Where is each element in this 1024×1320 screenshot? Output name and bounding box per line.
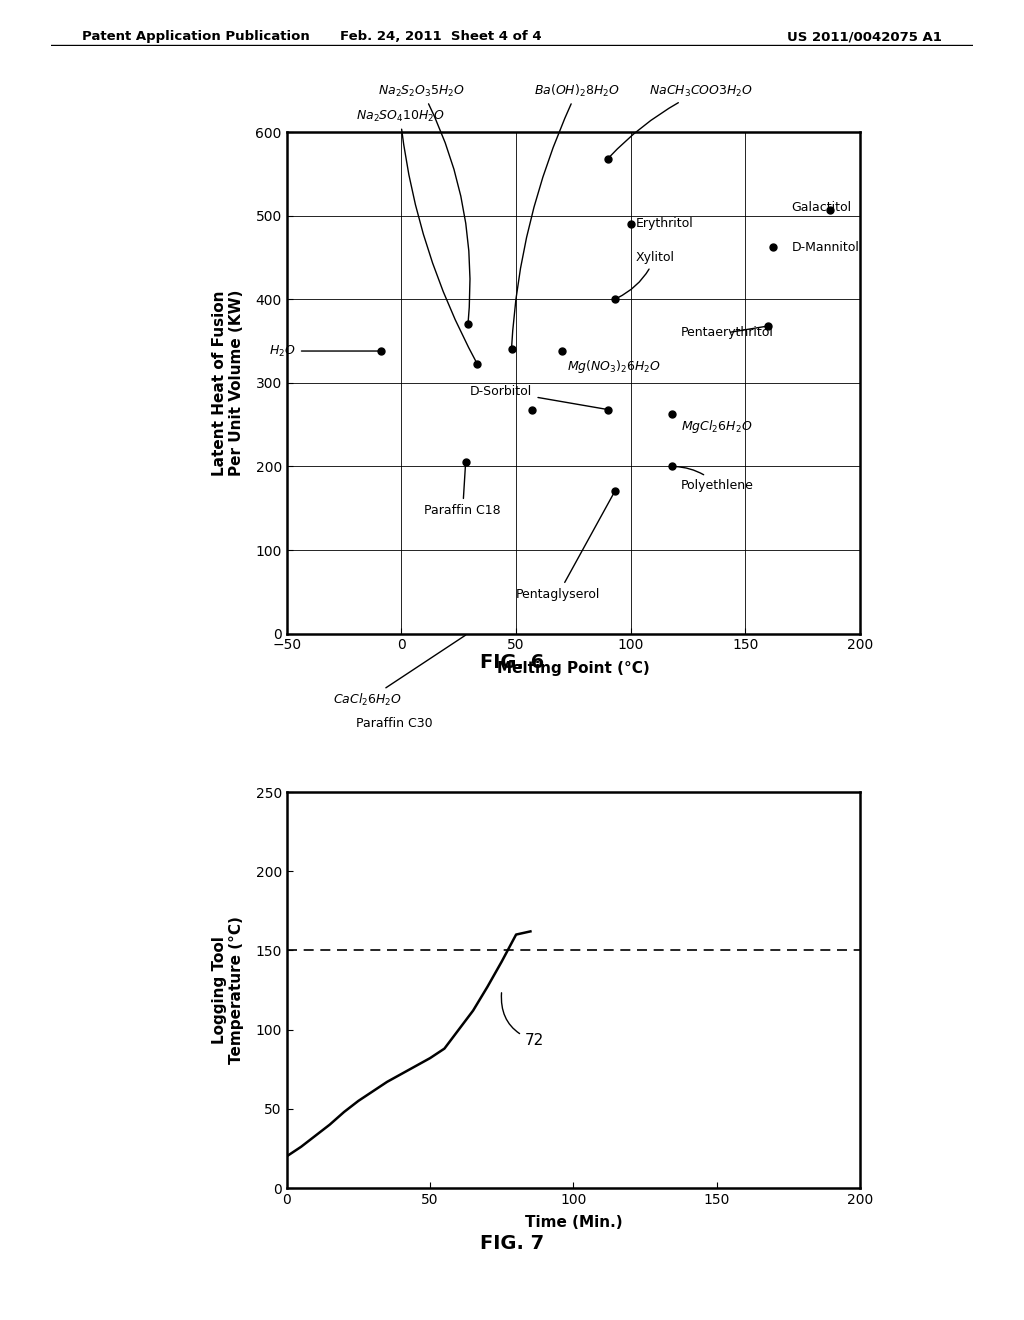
Text: 72: 72 xyxy=(502,993,544,1048)
Text: D-Sorbitol: D-Sorbitol xyxy=(470,384,605,409)
Text: FIG. 7: FIG. 7 xyxy=(480,1234,544,1253)
Text: $H_2O$: $H_2O$ xyxy=(269,343,378,359)
Y-axis label: Logging Tool
Temperature (°C): Logging Tool Temperature (°C) xyxy=(212,916,245,1064)
Text: D-Mannitol: D-Mannitol xyxy=(792,240,859,253)
Text: $NaCH_3COO3H_2O$: $NaCH_3COO3H_2O$ xyxy=(609,83,754,157)
Text: $CaCl_26H_2O$: $CaCl_26H_2O$ xyxy=(333,635,466,709)
Text: $Na_2S_2O_35H_2O$: $Na_2S_2O_35H_2O$ xyxy=(379,83,470,322)
Text: $Mg(NO_3)_26H_2O$: $Mg(NO_3)_26H_2O$ xyxy=(566,358,660,375)
X-axis label: Melting Point (°C): Melting Point (°C) xyxy=(497,661,650,676)
Text: Pentaglyserol: Pentaglyserol xyxy=(516,494,613,601)
Text: $MgCl_26H_2O$: $MgCl_26H_2O$ xyxy=(681,418,753,434)
Text: $Na_2SO_410H_2O$: $Na_2SO_410H_2O$ xyxy=(355,108,476,362)
Text: Patent Application Publication: Patent Application Publication xyxy=(82,30,309,44)
Text: $Ba(OH)_28H_2O$: $Ba(OH)_28H_2O$ xyxy=(512,82,621,347)
X-axis label: Time (Min.): Time (Min.) xyxy=(524,1216,623,1230)
Text: Paraffin C30: Paraffin C30 xyxy=(355,717,432,730)
Text: Polyethlene: Polyethlene xyxy=(675,466,754,492)
Text: FIG. 6: FIG. 6 xyxy=(480,653,544,672)
Text: Xylitol: Xylitol xyxy=(617,251,675,298)
Text: US 2011/0042075 A1: US 2011/0042075 A1 xyxy=(787,30,942,44)
Text: Erythritol: Erythritol xyxy=(635,218,693,231)
Text: Pentaerythritol: Pentaerythritol xyxy=(681,326,774,339)
Text: Feb. 24, 2011  Sheet 4 of 4: Feb. 24, 2011 Sheet 4 of 4 xyxy=(340,30,541,44)
Text: Galactitol: Galactitol xyxy=(792,201,852,214)
Y-axis label: Latent Heat of Fusion
Per Unit Volume (KW): Latent Heat of Fusion Per Unit Volume (K… xyxy=(212,289,245,477)
Text: Paraffin C18: Paraffin C18 xyxy=(424,465,501,517)
